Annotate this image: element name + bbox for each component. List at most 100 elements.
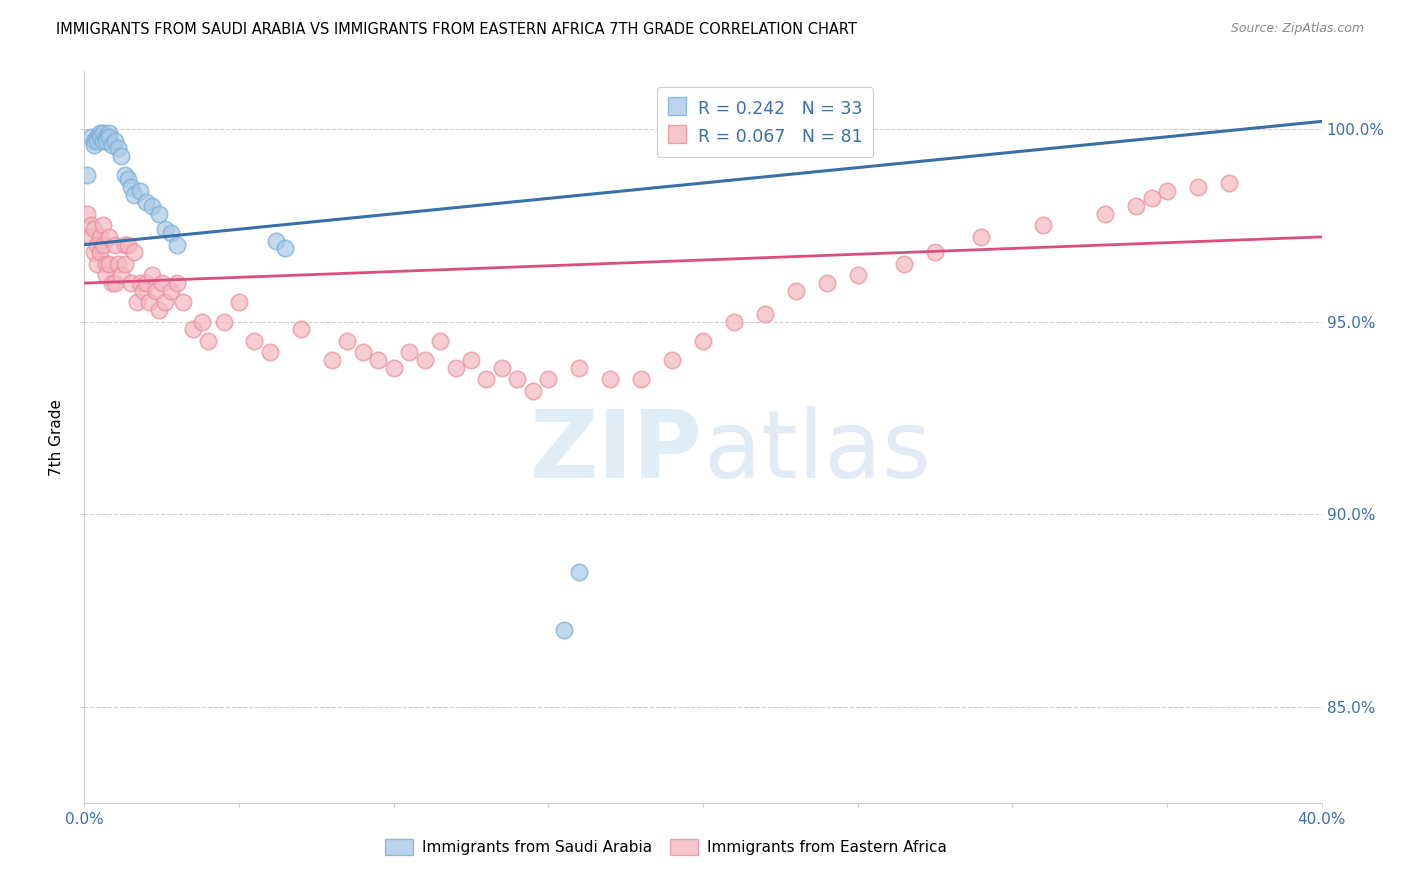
Point <box>129 184 152 198</box>
Point <box>89 129 111 144</box>
Point <box>141 268 163 283</box>
Point <box>212 315 235 329</box>
Point <box>114 169 136 183</box>
Point <box>460 353 482 368</box>
Point <box>104 276 127 290</box>
Point <box>815 276 838 290</box>
Point <box>114 237 136 252</box>
Point <box>148 303 170 318</box>
Point <box>382 360 405 375</box>
Point <box>1125 199 1147 213</box>
Point <box>98 230 121 244</box>
Point <box>91 126 114 140</box>
Point <box>86 237 108 252</box>
Point <box>160 226 183 240</box>
Point <box>86 129 108 144</box>
Point <box>122 187 145 202</box>
Point <box>1156 184 1178 198</box>
Point <box>191 315 214 329</box>
Point <box>172 295 194 310</box>
Point <box>367 353 389 368</box>
Point <box>83 134 105 148</box>
Text: ZIP: ZIP <box>530 406 703 498</box>
Point <box>104 134 127 148</box>
Point <box>148 207 170 221</box>
Point <box>117 172 139 186</box>
Point <box>444 360 467 375</box>
Point <box>86 257 108 271</box>
Point <box>94 129 117 144</box>
Point <box>94 268 117 283</box>
Point <box>264 234 287 248</box>
Point <box>290 322 312 336</box>
Point <box>125 295 148 310</box>
Point <box>970 230 993 244</box>
Point <box>110 149 132 163</box>
Point <box>104 237 127 252</box>
Point <box>91 219 114 233</box>
Point <box>259 345 281 359</box>
Point <box>122 245 145 260</box>
Point <box>475 372 498 386</box>
Point <box>110 268 132 283</box>
Point <box>135 195 157 210</box>
Point <box>76 169 98 183</box>
Point <box>91 237 114 252</box>
Text: IMMIGRANTS FROM SAUDI ARABIA VS IMMIGRANTS FROM EASTERN AFRICA 7TH GRADE CORRELA: IMMIGRANTS FROM SAUDI ARABIA VS IMMIGRAN… <box>56 22 858 37</box>
Point <box>83 245 105 260</box>
Point <box>553 623 575 637</box>
Point <box>76 207 98 221</box>
Point <box>243 334 266 348</box>
Point <box>398 345 420 359</box>
Point <box>107 141 129 155</box>
Point <box>166 276 188 290</box>
Point <box>79 219 101 233</box>
Point <box>352 345 374 359</box>
Point <box>135 276 157 290</box>
Point <box>506 372 529 386</box>
Point <box>336 334 359 348</box>
Point <box>107 257 129 271</box>
Point <box>1218 176 1240 190</box>
Point <box>150 276 173 290</box>
Point <box>98 129 121 144</box>
Point <box>89 245 111 260</box>
Point <box>91 134 114 148</box>
Point <box>94 134 117 148</box>
Point <box>321 353 343 368</box>
Point <box>429 334 451 348</box>
Point <box>141 199 163 213</box>
Point <box>79 129 101 144</box>
Text: Source: ZipAtlas.com: Source: ZipAtlas.com <box>1230 22 1364 36</box>
Point <box>153 222 176 236</box>
Point <box>79 230 101 244</box>
Point <box>630 372 652 386</box>
Point <box>101 137 124 152</box>
Point <box>166 237 188 252</box>
Point <box>145 284 167 298</box>
Point <box>83 222 105 236</box>
Point <box>537 372 560 386</box>
Point <box>754 307 776 321</box>
Point <box>228 295 250 310</box>
Point <box>138 295 160 310</box>
Point <box>1140 191 1163 205</box>
Point <box>98 257 121 271</box>
Point <box>117 237 139 252</box>
Point <box>893 257 915 271</box>
Point <box>785 284 807 298</box>
Point <box>723 315 745 329</box>
Text: atlas: atlas <box>703 406 931 498</box>
Point <box>692 334 714 348</box>
Point <box>114 257 136 271</box>
Point <box>522 384 544 398</box>
Point <box>120 179 142 194</box>
Point <box>491 360 513 375</box>
Point <box>274 242 297 256</box>
Point <box>101 276 124 290</box>
Point <box>1187 179 1209 194</box>
Point <box>568 360 591 375</box>
Point <box>846 268 869 283</box>
Point <box>599 372 621 386</box>
Point <box>94 257 117 271</box>
